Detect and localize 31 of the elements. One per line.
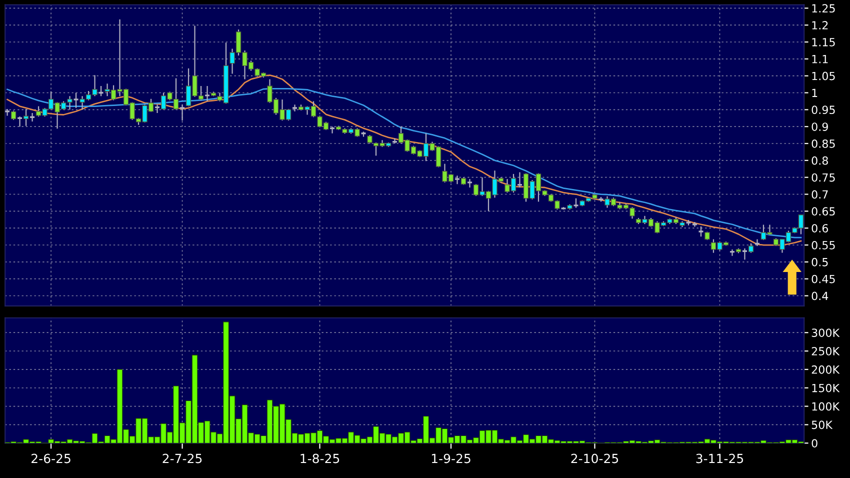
y-tick-label: 50K [812, 420, 833, 430]
x-tick-label: 2-6-25 [32, 454, 70, 464]
y-tick-label: 0.75 [812, 173, 835, 182]
y-tick-label: 0.7 [812, 190, 828, 199]
y-tick-label: 1.05 [812, 72, 835, 80]
y-tick-label: 200K [812, 365, 840, 374]
y-tick-label: 0.9 [812, 122, 828, 131]
x-tick-label: 3-11-25 [696, 454, 744, 464]
y-tick-label: 0.95 [812, 106, 835, 114]
y-tick-label: 0.6 [812, 224, 828, 232]
y-tick-label: 1.15 [812, 38, 835, 46]
y-tick-label: 0.55 [812, 240, 835, 250]
y-tick-label: 0.5 [812, 258, 828, 266]
x-tick-label: 2-10-25 [571, 454, 618, 464]
y-tick-label: 0.45 [812, 274, 835, 284]
y-tick-label: 150K [812, 384, 840, 392]
y-tick-label: 300K [812, 328, 840, 337]
y-tick-label: 0 [812, 439, 818, 448]
y-tick-label: 100K [812, 402, 840, 411]
y-tick-label: 1.1 [812, 55, 828, 64]
y-tick-label: 1.25 [812, 4, 835, 13]
x-tick-label: 1-9-25 [432, 454, 470, 464]
y-tick-label: 0.65 [812, 207, 835, 216]
x-tick-label: 2-7-25 [162, 454, 202, 464]
y-tick-label: 0.4 [812, 292, 828, 300]
y-tick-label: 0.85 [812, 139, 835, 148]
y-tick-label: 250K [812, 346, 840, 356]
y-tick-label: 0.8 [812, 156, 828, 165]
x-tick-label: 1-8-25 [300, 454, 340, 464]
y-tick-label: 1.2 [812, 21, 828, 30]
y-tick-label: 1 [812, 88, 818, 97]
